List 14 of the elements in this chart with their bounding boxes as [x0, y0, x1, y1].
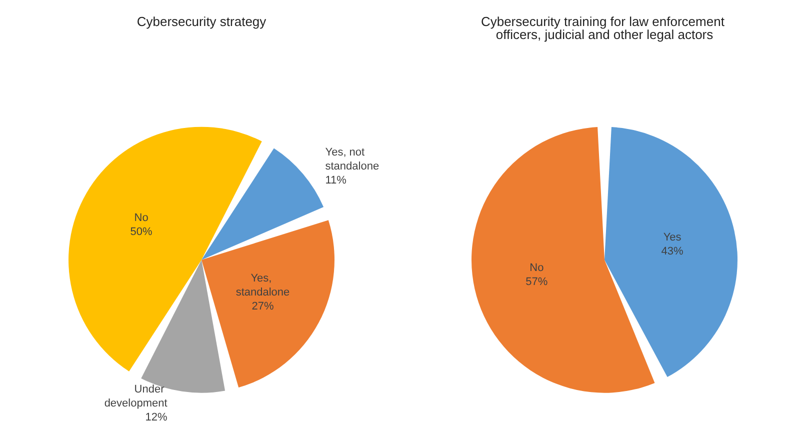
chart-title: Cybersecurity training for law enforcement officers, judicial and other legal actors	[480, 14, 728, 42]
chart-title: Cybersecurity strategy	[136, 14, 267, 29]
data-label: 12%	[145, 411, 168, 424]
slice-label: Under development	[104, 383, 168, 410]
slice-label: Yes, standalone	[236, 272, 290, 299]
data-label: 50%	[130, 226, 153, 238]
data-label: 57%	[526, 276, 548, 288]
data-label: 43%	[661, 246, 684, 258]
slice-label: No	[530, 262, 544, 274]
slice-label: Yes, not standalone	[325, 146, 380, 172]
slice-label: Yes	[663, 232, 682, 244]
data-label: 11%	[325, 174, 347, 186]
data-label: 27%	[252, 300, 274, 313]
slice-label: No	[134, 212, 148, 224]
